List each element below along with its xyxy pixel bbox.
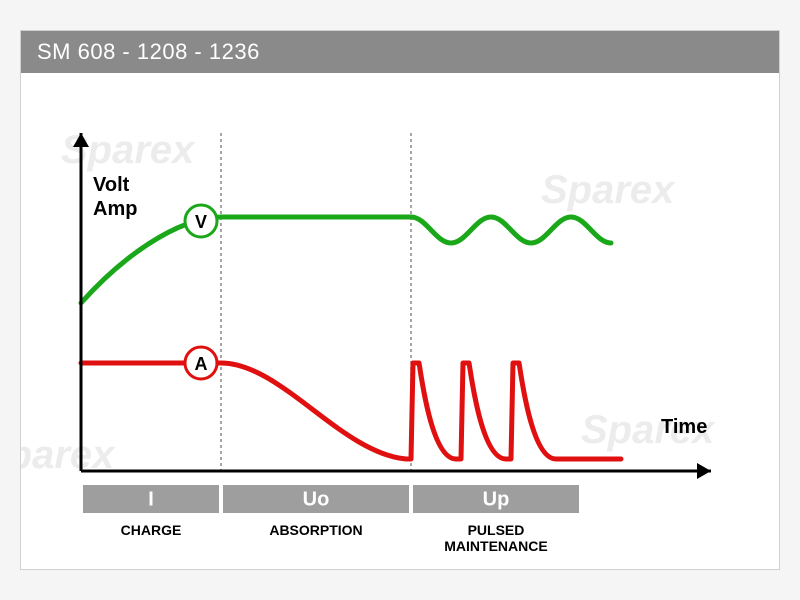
phase-caption-1: CHARGE	[121, 522, 182, 538]
header-title: SM 608 - 1208 - 1236	[37, 39, 260, 64]
phase-box-1-label: I	[148, 488, 154, 510]
chart-svg: Sparex Sparex Sparex Sparex Volt Amp Tim…	[21, 73, 780, 567]
y-axis-label-2: Amp	[93, 198, 137, 220]
voltage-marker-label: V	[195, 212, 207, 232]
header-bar: SM 608 - 1208 - 1236	[21, 31, 779, 73]
x-axis-arrow	[697, 463, 711, 479]
current-marker-label: A	[195, 354, 208, 374]
current-curve	[81, 363, 621, 459]
chart-area: Sparex Sparex Sparex Sparex Volt Amp Tim…	[21, 73, 779, 565]
watermark-2: Sparex	[541, 168, 676, 212]
chart-frame: SM 608 - 1208 - 1236 Sparex Sparex Spare…	[20, 30, 780, 570]
y-axis-label-1: Volt	[93, 174, 130, 196]
phase-caption-3-line2: MAINTENANCE	[444, 538, 547, 554]
phase-caption-3-line1: PULSED	[468, 522, 525, 538]
phase-caption-2: ABSORPTION	[269, 522, 362, 538]
voltage-curve	[81, 217, 611, 303]
phase-box-2-label: Uo	[303, 488, 330, 510]
x-axis-label: Time	[661, 416, 707, 438]
phase-box-3-label: Up	[483, 488, 510, 510]
